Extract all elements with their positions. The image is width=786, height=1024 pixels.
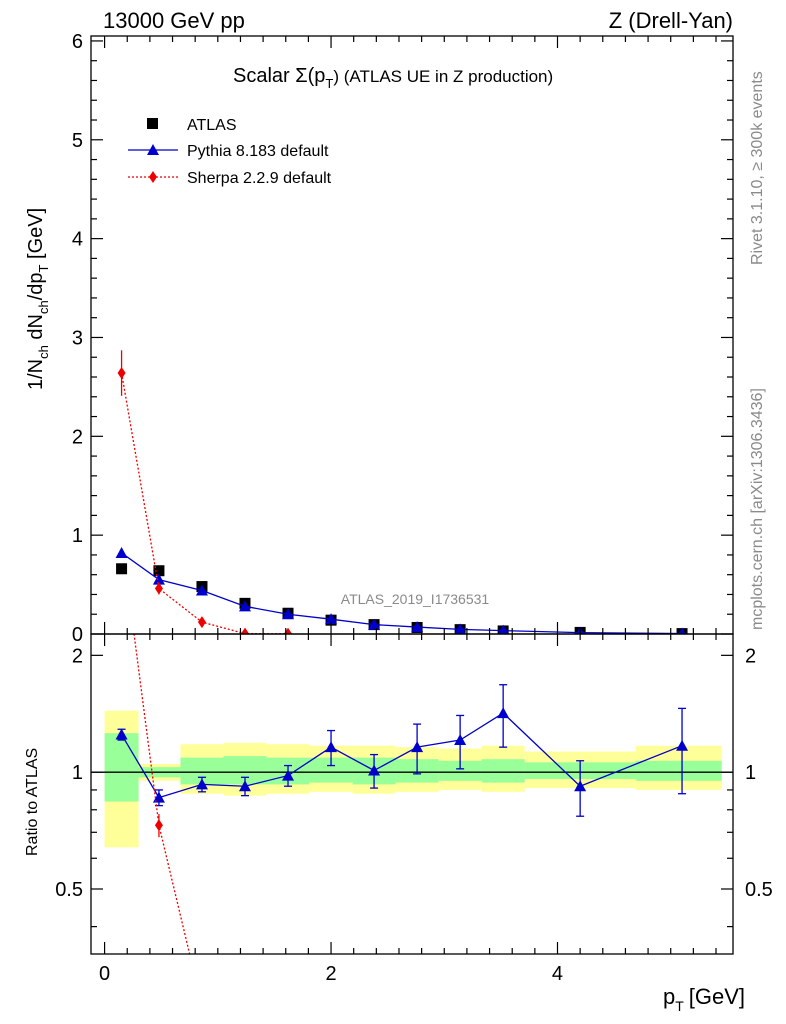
sherpa-2-2-9-default-point-3 — [240, 627, 249, 634]
x-axis-label: pT [GeV] — [663, 984, 745, 1014]
sherpa-2-2-9-default-point-2 — [197, 616, 206, 629]
x-axis-label-sub: T — [675, 998, 684, 1014]
ratio-pythia-8-183-default-line — [121, 712, 683, 799]
pythia-8-183-default-point-3 — [238, 600, 251, 612]
green-band-0 — [104, 733, 139, 802]
ratio-pythia-8-183-default-point-2 — [195, 778, 208, 790]
legend: ATLAS Pythia 8.183 default Sherpa 2.2.9 … — [128, 117, 332, 187]
header-left: 13000 GeV pp — [103, 8, 245, 33]
chart-title-sub: T — [325, 76, 333, 91]
legend-sherpa-label: Sherpa 2.2.9 default — [187, 170, 332, 187]
legend-pythia-label: Pythia 8.183 default — [187, 143, 329, 160]
atlas-point-0 — [116, 563, 128, 575]
sherpa-2-2-9-default-point-1 — [154, 582, 163, 595]
top-y-tick-label-1: 1 — [72, 525, 83, 547]
pythia-8-183-default-line — [121, 552, 683, 634]
pythia-8-183-default-point-8 — [454, 623, 466, 634]
ratio-y-tick-label-left-2: 2 — [72, 645, 83, 667]
chart-title: Scalar Σ(pT) (ATLAS UE in Z production) — [233, 65, 553, 91]
ratio-y-tick-label-left-1: 1 — [72, 762, 83, 784]
ylabel-part-2: dN — [25, 314, 47, 345]
atlas-point-1 — [153, 565, 165, 577]
ylabel-part-1: ch — [36, 345, 51, 359]
ratio-pythia-8-183-default-point-1 — [152, 791, 165, 803]
green-band-8 — [438, 760, 482, 781]
ratio-panel-frame — [90, 633, 734, 955]
x-tick-label-0: 0 — [99, 963, 110, 985]
legend-atlas-label: ATLAS — [187, 117, 237, 134]
mcplots-label: mcplots.cern.ch [arXiv:1306.3436] — [749, 388, 766, 630]
ratio-pythia-8-183-default-point-6 — [368, 764, 381, 776]
rivet-label: Rivet 3.1.10, ≥ 300k events — [749, 71, 766, 265]
ratio-y-tick-label-right-2: 2 — [745, 645, 756, 667]
x-tick-label-4: 4 — [552, 963, 563, 985]
ratio-pythia-8-183-default-point-5 — [325, 741, 338, 753]
ylabel-part-5: T — [36, 264, 51, 272]
top-y-tick-label-4: 4 — [72, 229, 83, 251]
ratio-pythia-8-183-default-point-4 — [282, 769, 295, 781]
ratio-panel-data — [115, 533, 689, 1012]
pythia-8-183-default-point-6 — [368, 618, 381, 630]
top-y-tick-label-2: 2 — [72, 426, 83, 448]
green-band-11 — [635, 760, 722, 781]
pythia-8-183-default-point-9 — [498, 624, 509, 634]
ylabel-part-3: ch — [36, 300, 51, 314]
legend-atlas-marker — [147, 118, 158, 129]
legend-pythia-marker — [147, 144, 159, 155]
ylabel-part-4: /dp — [25, 272, 47, 300]
legend-sherpa-marker — [149, 171, 157, 183]
header-right: Z (Drell-Yan) — [609, 8, 733, 33]
ratio-uncertainty-bands — [104, 710, 722, 848]
ratio-pythia-8-183-default-point-0 — [115, 728, 128, 740]
ratio-pythia-8-183-default-point-10 — [574, 780, 587, 792]
ratio-pythia-8-183-default-point-7 — [411, 741, 424, 753]
ratio-y-tick-label-left-0.5: 0.5 — [55, 879, 83, 901]
top-y-tick-label-3: 3 — [72, 327, 83, 349]
ratio-sherpa-2-2-9-default-point-2 — [198, 1000, 206, 1012]
green-band-9 — [481, 759, 525, 783]
x-tick-label-2: 2 — [325, 963, 336, 985]
ratio-y-tick-label-right-0.5: 0.5 — [745, 879, 773, 901]
analysis-watermark: ATLAS_2019_I1736531 — [341, 591, 490, 607]
x-axis-label-main: p — [663, 984, 675, 1009]
top-y-tick-label-0: 0 — [72, 624, 83, 646]
ratio-sherpa-2-2-9-default-point-0 — [118, 533, 126, 545]
ylabel-part-6: [GeV] — [25, 208, 47, 265]
pythia-8-183-default-point-11 — [678, 627, 686, 634]
ratio-pythia-8-183-default-point-11 — [676, 739, 689, 751]
top-y-tick-label-5: 5 — [72, 130, 83, 152]
chart-title-suffix: ) (ATLAS UE in Z production) — [333, 67, 553, 86]
pythia-8-183-default-point-7 — [411, 621, 424, 633]
pythia-8-183-default-point-5 — [325, 613, 338, 625]
top-y-axis-label: 1/Nch dNch/dpT [GeV] — [25, 208, 51, 390]
ratio-pythia-8-183-default-point-8 — [454, 734, 467, 746]
ratio-y-axis-label: Ratio to ATLAS — [24, 748, 41, 856]
sherpa-2-2-9-default-point-0 — [117, 367, 126, 380]
pythia-8-183-default-point-1 — [152, 573, 165, 585]
x-axis-label-unit: [GeV] — [689, 984, 745, 1009]
ratio-sherpa-2-2-9-default-point-1 — [154, 819, 163, 832]
pythia-8-183-default-point-2 — [195, 584, 208, 596]
pythia-8-183-default-point-4 — [282, 608, 295, 620]
ylabel-part-0: 1/N — [25, 359, 47, 390]
ratio-y-tick-label-right-1: 1 — [745, 762, 756, 784]
pythia-8-183-default-point-0 — [115, 546, 128, 558]
top-y-tick-label-6: 6 — [72, 31, 83, 53]
ratio-pythia-8-183-default-point-3 — [238, 780, 251, 792]
ratio-pythia-8-183-default-point-9 — [497, 707, 510, 719]
chart-title-prefix: Scalar Σ(p — [233, 65, 325, 87]
